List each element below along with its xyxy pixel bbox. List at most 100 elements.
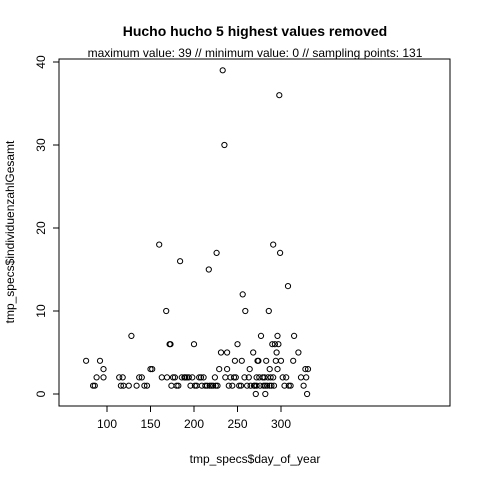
data-point — [190, 341, 198, 348]
data-point — [244, 382, 251, 389]
data-point — [189, 374, 196, 381]
data-point — [204, 382, 211, 389]
x-axis: 100 150 200 250 300 — [97, 405, 291, 431]
data-point — [197, 374, 205, 381]
data-point — [237, 382, 245, 389]
data-point — [277, 249, 284, 256]
data-point — [187, 382, 194, 389]
x-tick-label: 200 — [184, 417, 204, 431]
data-point — [241, 374, 248, 381]
data-point — [83, 357, 90, 364]
data-points — [83, 67, 312, 398]
data-point — [90, 382, 97, 389]
data-point — [238, 357, 245, 364]
data-point — [274, 332, 281, 339]
data-point — [246, 366, 253, 373]
data-point — [247, 382, 254, 389]
x-axis-label: tmp_specs$day_of_year — [190, 452, 321, 466]
data-point — [275, 341, 282, 348]
data-point — [185, 374, 192, 381]
data-point — [276, 92, 283, 99]
data-point — [253, 382, 260, 389]
data-point — [229, 382, 236, 389]
data-point — [141, 382, 148, 389]
data-point — [270, 241, 277, 248]
data-point — [236, 382, 243, 389]
data-point — [245, 374, 252, 381]
data-point — [128, 332, 135, 339]
data-point — [261, 374, 268, 381]
data-point — [250, 349, 257, 356]
data-point — [219, 67, 226, 74]
data-point — [217, 349, 225, 356]
data-point — [260, 382, 267, 389]
data-point — [273, 349, 280, 356]
data-point — [234, 341, 241, 348]
data-point — [231, 357, 238, 364]
data-point — [304, 390, 311, 398]
data-point — [138, 374, 145, 381]
data-point — [302, 366, 309, 373]
x-tick-label: 150 — [140, 417, 160, 431]
data-point — [270, 382, 278, 389]
data-point — [257, 332, 265, 339]
data-point — [205, 266, 212, 273]
data-point — [269, 341, 276, 348]
data-point — [253, 374, 260, 381]
y-tick-label: 20 — [34, 221, 48, 235]
data-point — [304, 366, 312, 373]
data-point — [252, 390, 259, 398]
data-point — [196, 374, 203, 381]
data-point — [214, 382, 221, 389]
data-point — [202, 382, 209, 389]
data-point — [266, 366, 273, 373]
data-point — [167, 341, 174, 348]
x-tick-label: 300 — [271, 417, 291, 431]
data-point — [221, 141, 228, 149]
y-tick-label: 40 — [34, 55, 48, 69]
data-point — [116, 374, 123, 381]
data-point — [242, 307, 249, 315]
data-point — [279, 374, 286, 381]
data-point — [291, 332, 298, 339]
data-point — [262, 382, 269, 389]
data-point — [224, 366, 231, 373]
chart-title: Hucho hucho 5 highest values removed — [123, 23, 388, 39]
y-tick-label: 10 — [34, 304, 48, 318]
data-point — [277, 357, 285, 364]
data-point — [267, 374, 274, 381]
data-point — [119, 374, 126, 381]
data-point — [230, 374, 238, 381]
data-point — [182, 374, 189, 381]
data-point — [285, 382, 292, 389]
data-point — [287, 382, 294, 389]
data-point — [281, 382, 288, 389]
data-point — [163, 307, 170, 315]
data-point — [173, 382, 180, 389]
data-point — [216, 366, 223, 373]
data-point — [91, 382, 98, 389]
data-point — [133, 382, 140, 389]
data-point — [295, 349, 302, 356]
data-point — [263, 357, 270, 364]
data-point — [177, 258, 184, 265]
data-point — [290, 357, 297, 364]
data-point — [274, 366, 281, 373]
data-point — [239, 291, 246, 298]
data-point — [100, 366, 107, 373]
data-point — [96, 357, 104, 364]
data-point — [303, 374, 310, 381]
y-axis: 0 10 20 30 40 — [34, 55, 60, 397]
data-point — [255, 357, 262, 364]
y-tick-label: 30 — [34, 138, 48, 152]
data-point — [283, 374, 290, 381]
data-point — [163, 374, 171, 381]
data-point — [262, 390, 269, 398]
data-point — [232, 374, 239, 381]
data-point — [143, 382, 151, 389]
chart-subtitle: maximum value: 39 // minimum value: 0 //… — [88, 46, 423, 60]
data-point — [171, 374, 178, 381]
data-point — [206, 382, 213, 389]
data-point — [225, 382, 232, 389]
data-point — [224, 349, 231, 356]
